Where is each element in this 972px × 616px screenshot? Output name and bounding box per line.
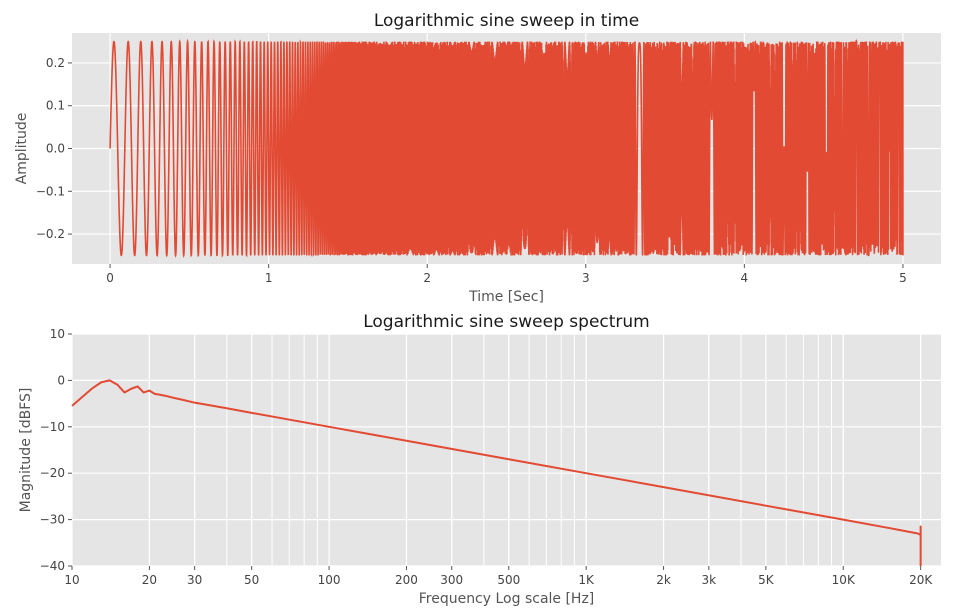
y-tick-label: 10 [50,327,65,341]
time-chart-title: Logarithmic sine sweep in time [374,11,639,31]
x-tick-label: 3 [582,271,590,285]
spectrum-y-axis-label: Magnitude [dBFS] [18,388,34,513]
spectrum-grid [71,333,941,567]
y-tick-label: −0.2 [36,227,65,241]
time-chart: Logarithmic sine sweep in time 0 1 2 3 4 5 −0.… [14,11,941,305]
sweep-waveform-line [109,38,904,258]
x-tick-label: 3k [702,573,717,587]
time-x-axis-label: Time [Sec] [468,289,544,305]
spectrum-chart-title: Logarithmic sine sweep spectrum [363,312,650,332]
x-tick-label: 50 [244,573,259,587]
x-tick-label: 5 [899,271,907,285]
y-tick-label: 0 [57,373,65,387]
x-tick-label: 4 [741,271,749,285]
x-tick-label: 2 [423,271,431,285]
y-tick-label: −10 [40,420,65,434]
y-tick-label: −0.1 [36,184,65,198]
x-tick-label: 200 [395,573,418,587]
spectrum-line [71,379,922,566]
y-tick-label: −20 [40,466,65,480]
x-tick-label: 10K [832,573,856,587]
spectrum-plot-area [72,334,941,566]
x-tick-label: 500 [497,573,520,587]
y-tick-label: 0.0 [46,142,65,156]
y-tick-label: 0.1 [46,99,65,113]
x-tick-label: 0 [106,271,114,285]
x-tick-label: 300 [440,573,463,587]
x-tick-label: 10 [64,573,79,587]
y-tick-label: 0.2 [46,56,65,70]
spectrum-chart: Logarithmic sine sweep spectrum 10 20 30 50… [18,312,941,607]
x-tick-label: 100 [318,573,341,587]
x-tick-label: 5K [758,573,775,587]
x-tick-label: 1 [265,271,273,285]
time-ticks: 0 1 2 3 4 5 −0.2 −0.1 0.0 0.1 0.2 [36,56,907,285]
spectrum-x-axis-label: Frequency Log scale [Hz] [419,591,595,607]
x-tick-label: 20 [142,573,157,587]
x-tick-label: 20K [909,573,933,587]
y-tick-label: −30 [40,513,65,527]
x-tick-label: 30 [187,573,202,587]
x-tick-label: 1K [578,573,595,587]
time-series [109,38,904,258]
time-y-axis-label: Amplitude [14,113,30,185]
spectrum-series [71,379,922,566]
y-tick-label: −40 [40,559,65,573]
x-tick-label: 2k [656,573,671,587]
spectrum-ticks: 10 20 30 50 100 200 300 500 1K 2k 3k 5K 10K 20K−40−30… [40,327,934,587]
